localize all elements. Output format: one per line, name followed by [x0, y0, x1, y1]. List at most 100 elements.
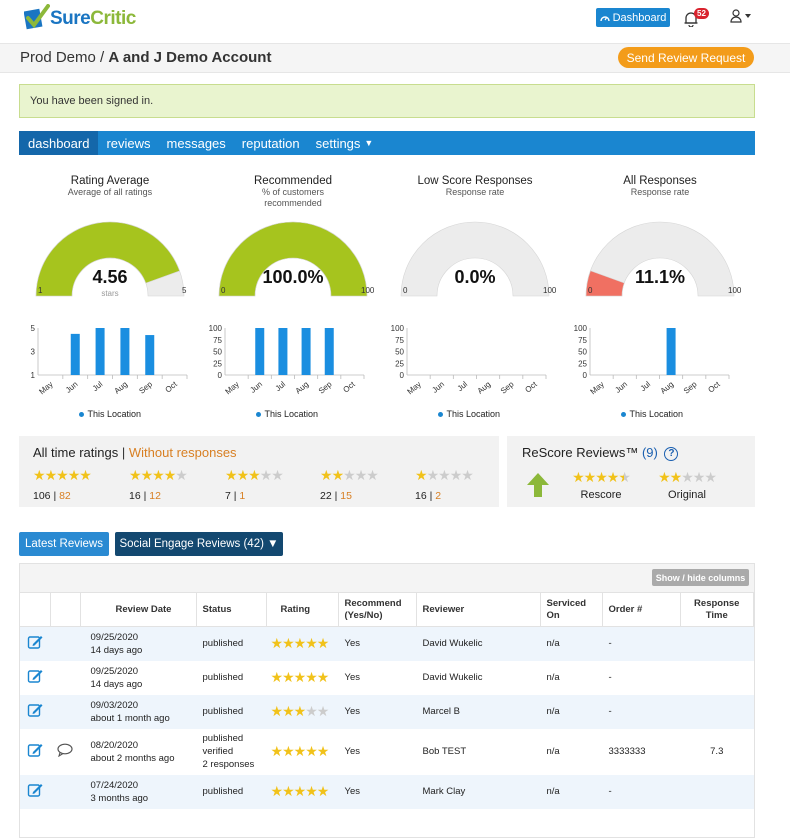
table-row[interactable]: 09/03/2020 about 1 month ago published ★★★★… [20, 694, 754, 729]
rating-without[interactable]: 1 [239, 490, 246, 502]
nav-reputation[interactable]: reputation [241, 135, 300, 151]
status-cell: published [196, 626, 266, 661]
edit-icon[interactable] [27, 668, 43, 684]
reviewer-cell[interactable]: Bob TEST [422, 746, 467, 757]
col-serviced-on[interactable]: Serviced On [540, 592, 603, 627]
breadcrumb-org[interactable]: Prod Demo [20, 49, 96, 66]
dashboard-button[interactable]: Dashboard [596, 8, 670, 27]
rating-total: 16 [415, 490, 427, 502]
reviewer-cell[interactable]: David Wukelic [422, 672, 483, 683]
star-icon: ★ [270, 669, 284, 685]
table-row[interactable]: 09/25/2020 14 days ago published ★★★★★ Yes Da… [20, 661, 754, 695]
status-line: published [202, 638, 244, 650]
star-icon: ★ [270, 743, 284, 759]
edit-icon[interactable] [27, 782, 43, 798]
logo-word-sure: Sure [50, 8, 91, 29]
x-tick-label: Jul [639, 379, 653, 393]
chat-icon[interactable] [57, 743, 73, 757]
send-review-request-button[interactable]: Send Review Request [618, 47, 754, 68]
surecritic-logo[interactable]: SureCritic [24, 4, 136, 32]
col-recommend[interactable]: Recommend (Yes/No) [338, 592, 417, 627]
review-age: 3 months ago [90, 792, 149, 804]
reviewer-cell[interactable]: Marcel B [416, 694, 540, 729]
rescore-count[interactable]: (9) [641, 445, 658, 460]
rating-total: 7 [225, 490, 231, 502]
gauge-subtitle-2: recommended [264, 198, 322, 208]
tab-latest-reviews[interactable]: Latest Reviews [19, 532, 109, 556]
table-row[interactable]: 08/20/2020 about 2 months ago published ver… [20, 729, 754, 775]
edit-icon[interactable] [27, 742, 43, 758]
col-rating[interactable]: Rating [266, 592, 339, 627]
col-order[interactable]: Order # [602, 592, 681, 627]
bar[interactable] [324, 328, 334, 375]
nav-reviews[interactable]: reviews [106, 135, 151, 151]
rating-group-2[interactable]: ★★★★★ 22 | 15 [320, 468, 400, 502]
x-tick-label: Jul [274, 379, 288, 393]
x-tick-label: Sep [137, 379, 154, 395]
gauge-min: 1 [38, 286, 43, 295]
star-icon: ★ [305, 743, 318, 759]
bar[interactable] [666, 328, 676, 375]
col-chat [50, 592, 81, 627]
tab-social-engage-reviews[interactable]: Social Engage Reviews (42) ▼ [115, 532, 283, 556]
user-menu[interactable] [730, 9, 754, 25]
rescore-header: ReScore Reviews™ (9) ? [522, 445, 679, 461]
bar[interactable] [255, 328, 265, 375]
bar[interactable] [145, 335, 155, 375]
status-line: published [202, 733, 244, 744]
reviewer-cell[interactable]: David Wukelic [416, 626, 540, 661]
legend-dot [78, 411, 84, 417]
star-icon: ★ [692, 469, 706, 485]
original-stars: ★★★★★ [652, 470, 722, 484]
gauge-max: 100 [728, 286, 742, 295]
y-tick-label: 25 [395, 359, 404, 368]
response-cell [680, 694, 754, 729]
x-tick-label: Aug [476, 380, 493, 396]
rating-group-5[interactable]: ★★★★★ 106 | 82 [33, 468, 113, 502]
col-response-time[interactable]: Response Time [680, 592, 754, 627]
gauge-max: 5 [182, 286, 187, 295]
rating-without[interactable]: 15 [340, 490, 352, 502]
edit-icon[interactable] [27, 702, 43, 718]
col-reviewer[interactable]: Reviewer [416, 592, 541, 627]
bar[interactable] [95, 328, 105, 375]
ratings-separator: | [121, 445, 126, 460]
show-hide-columns-button[interactable]: Show / hide columns [652, 569, 749, 586]
help-icon[interactable]: ? [664, 447, 679, 461]
recommend-cell: Yes [338, 626, 416, 661]
rating-without[interactable]: 2 [435, 490, 442, 502]
gauge-arc [35, 221, 185, 297]
rating-counts: 16 | 12 [129, 490, 209, 502]
reviews-table: Review Date Status Rating Recommend (Yes… [20, 592, 754, 809]
col-review-date[interactable]: Review Date [80, 592, 197, 627]
y-tick-label: 1 [31, 371, 36, 380]
nav-messages[interactable]: messages [166, 135, 226, 151]
edit-icon[interactable] [27, 634, 43, 650]
bar[interactable] [301, 328, 311, 375]
bar-chart-1: 100 75 50 25 0 May Jun Jul Aug Sep Oct This Locatio… [203, 320, 368, 425]
rating-without[interactable]: 12 [149, 490, 161, 502]
rating-stars: ★★★★★ [225, 468, 305, 482]
rating-group-1[interactable]: ★★★★★ 16 | 2 [415, 468, 495, 502]
bar[interactable] [278, 328, 288, 375]
star-icon: ★ [67, 467, 81, 483]
table-row[interactable]: 07/24/2020 3 months ago published ★★★★★ Yes M… [20, 774, 754, 809]
rating-total: 106 [33, 490, 51, 502]
reviewer-cell[interactable]: Mark Clay [416, 774, 540, 809]
bar[interactable] [70, 333, 80, 375]
col-status[interactable]: Status [196, 592, 267, 627]
notifications-button[interactable]: 52 [684, 8, 709, 28]
rating-group-4[interactable]: ★★★★★ 16 | 12 [129, 468, 209, 502]
rating-sep: | [50, 490, 60, 502]
gauge-title: Low Score Responses [417, 175, 533, 187]
nav-settings[interactable]: settings ▼ [308, 131, 382, 155]
star-icon: ★ [415, 467, 428, 483]
without-responses-link[interactable]: Without responses [128, 445, 237, 460]
rating-without[interactable]: 82 [59, 490, 71, 502]
rating-stars: ★★★★★ [271, 784, 332, 798]
rating-group-3[interactable]: ★★★★★ 7 | 1 [225, 468, 305, 502]
nav-dashboard[interactable]: dashboard [19, 131, 99, 155]
bar[interactable] [120, 328, 130, 375]
table-row[interactable]: 09/25/2020 14 days ago published ★★★★★ Yes Da… [20, 626, 754, 661]
